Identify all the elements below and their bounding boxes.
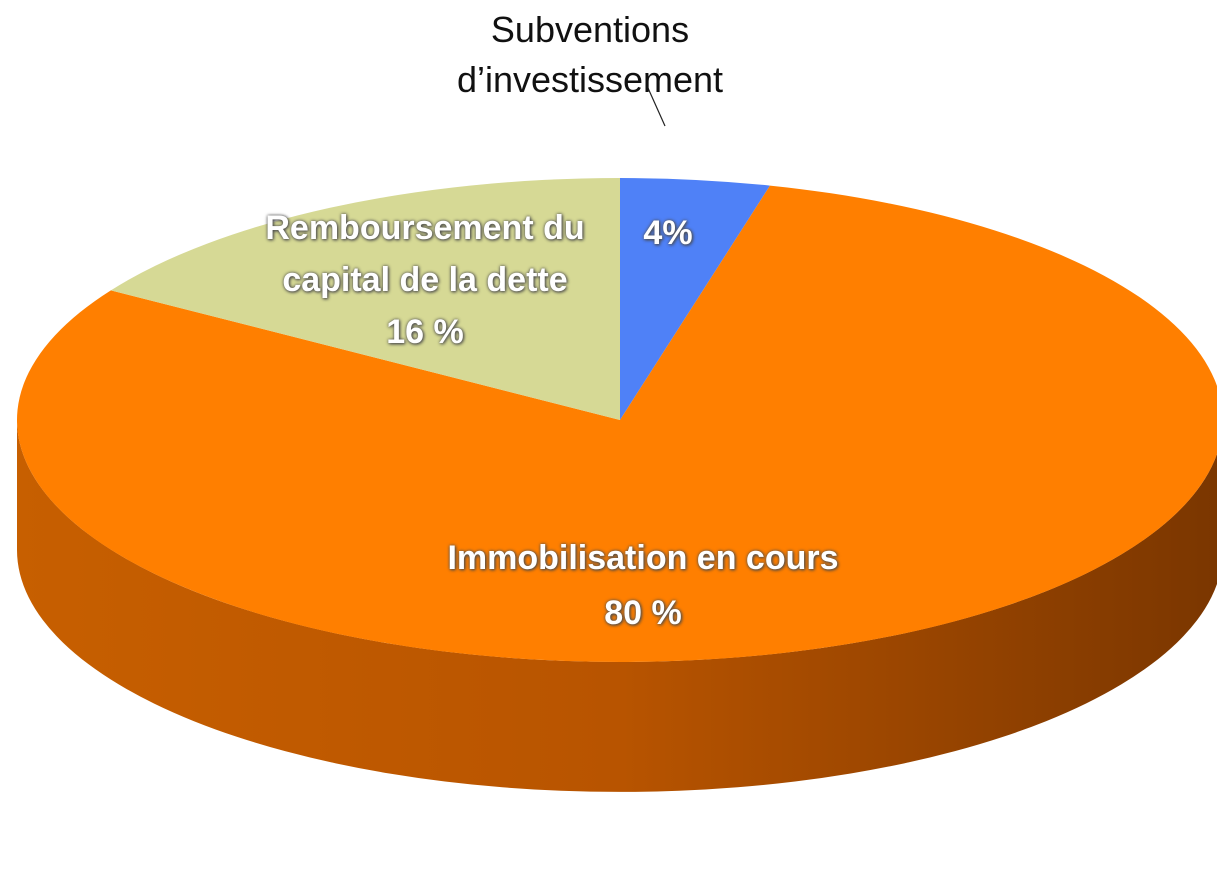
value-label: 80 %: [604, 594, 682, 632]
category-label: Remboursement du capital de la dette: [265, 209, 585, 299]
pie-slice: [17, 185, 1217, 662]
value-label: 4%: [643, 214, 693, 252]
leader-line: [647, 87, 666, 127]
pie-slice: [620, 178, 770, 420]
value-label: 16 %: [386, 313, 464, 351]
category-label: Subventions d’investissement: [456, 9, 724, 100]
category-label: Immobilisation en cours: [447, 539, 839, 577]
pie-side: [17, 420, 1217, 792]
pie-slice: [110, 178, 620, 420]
